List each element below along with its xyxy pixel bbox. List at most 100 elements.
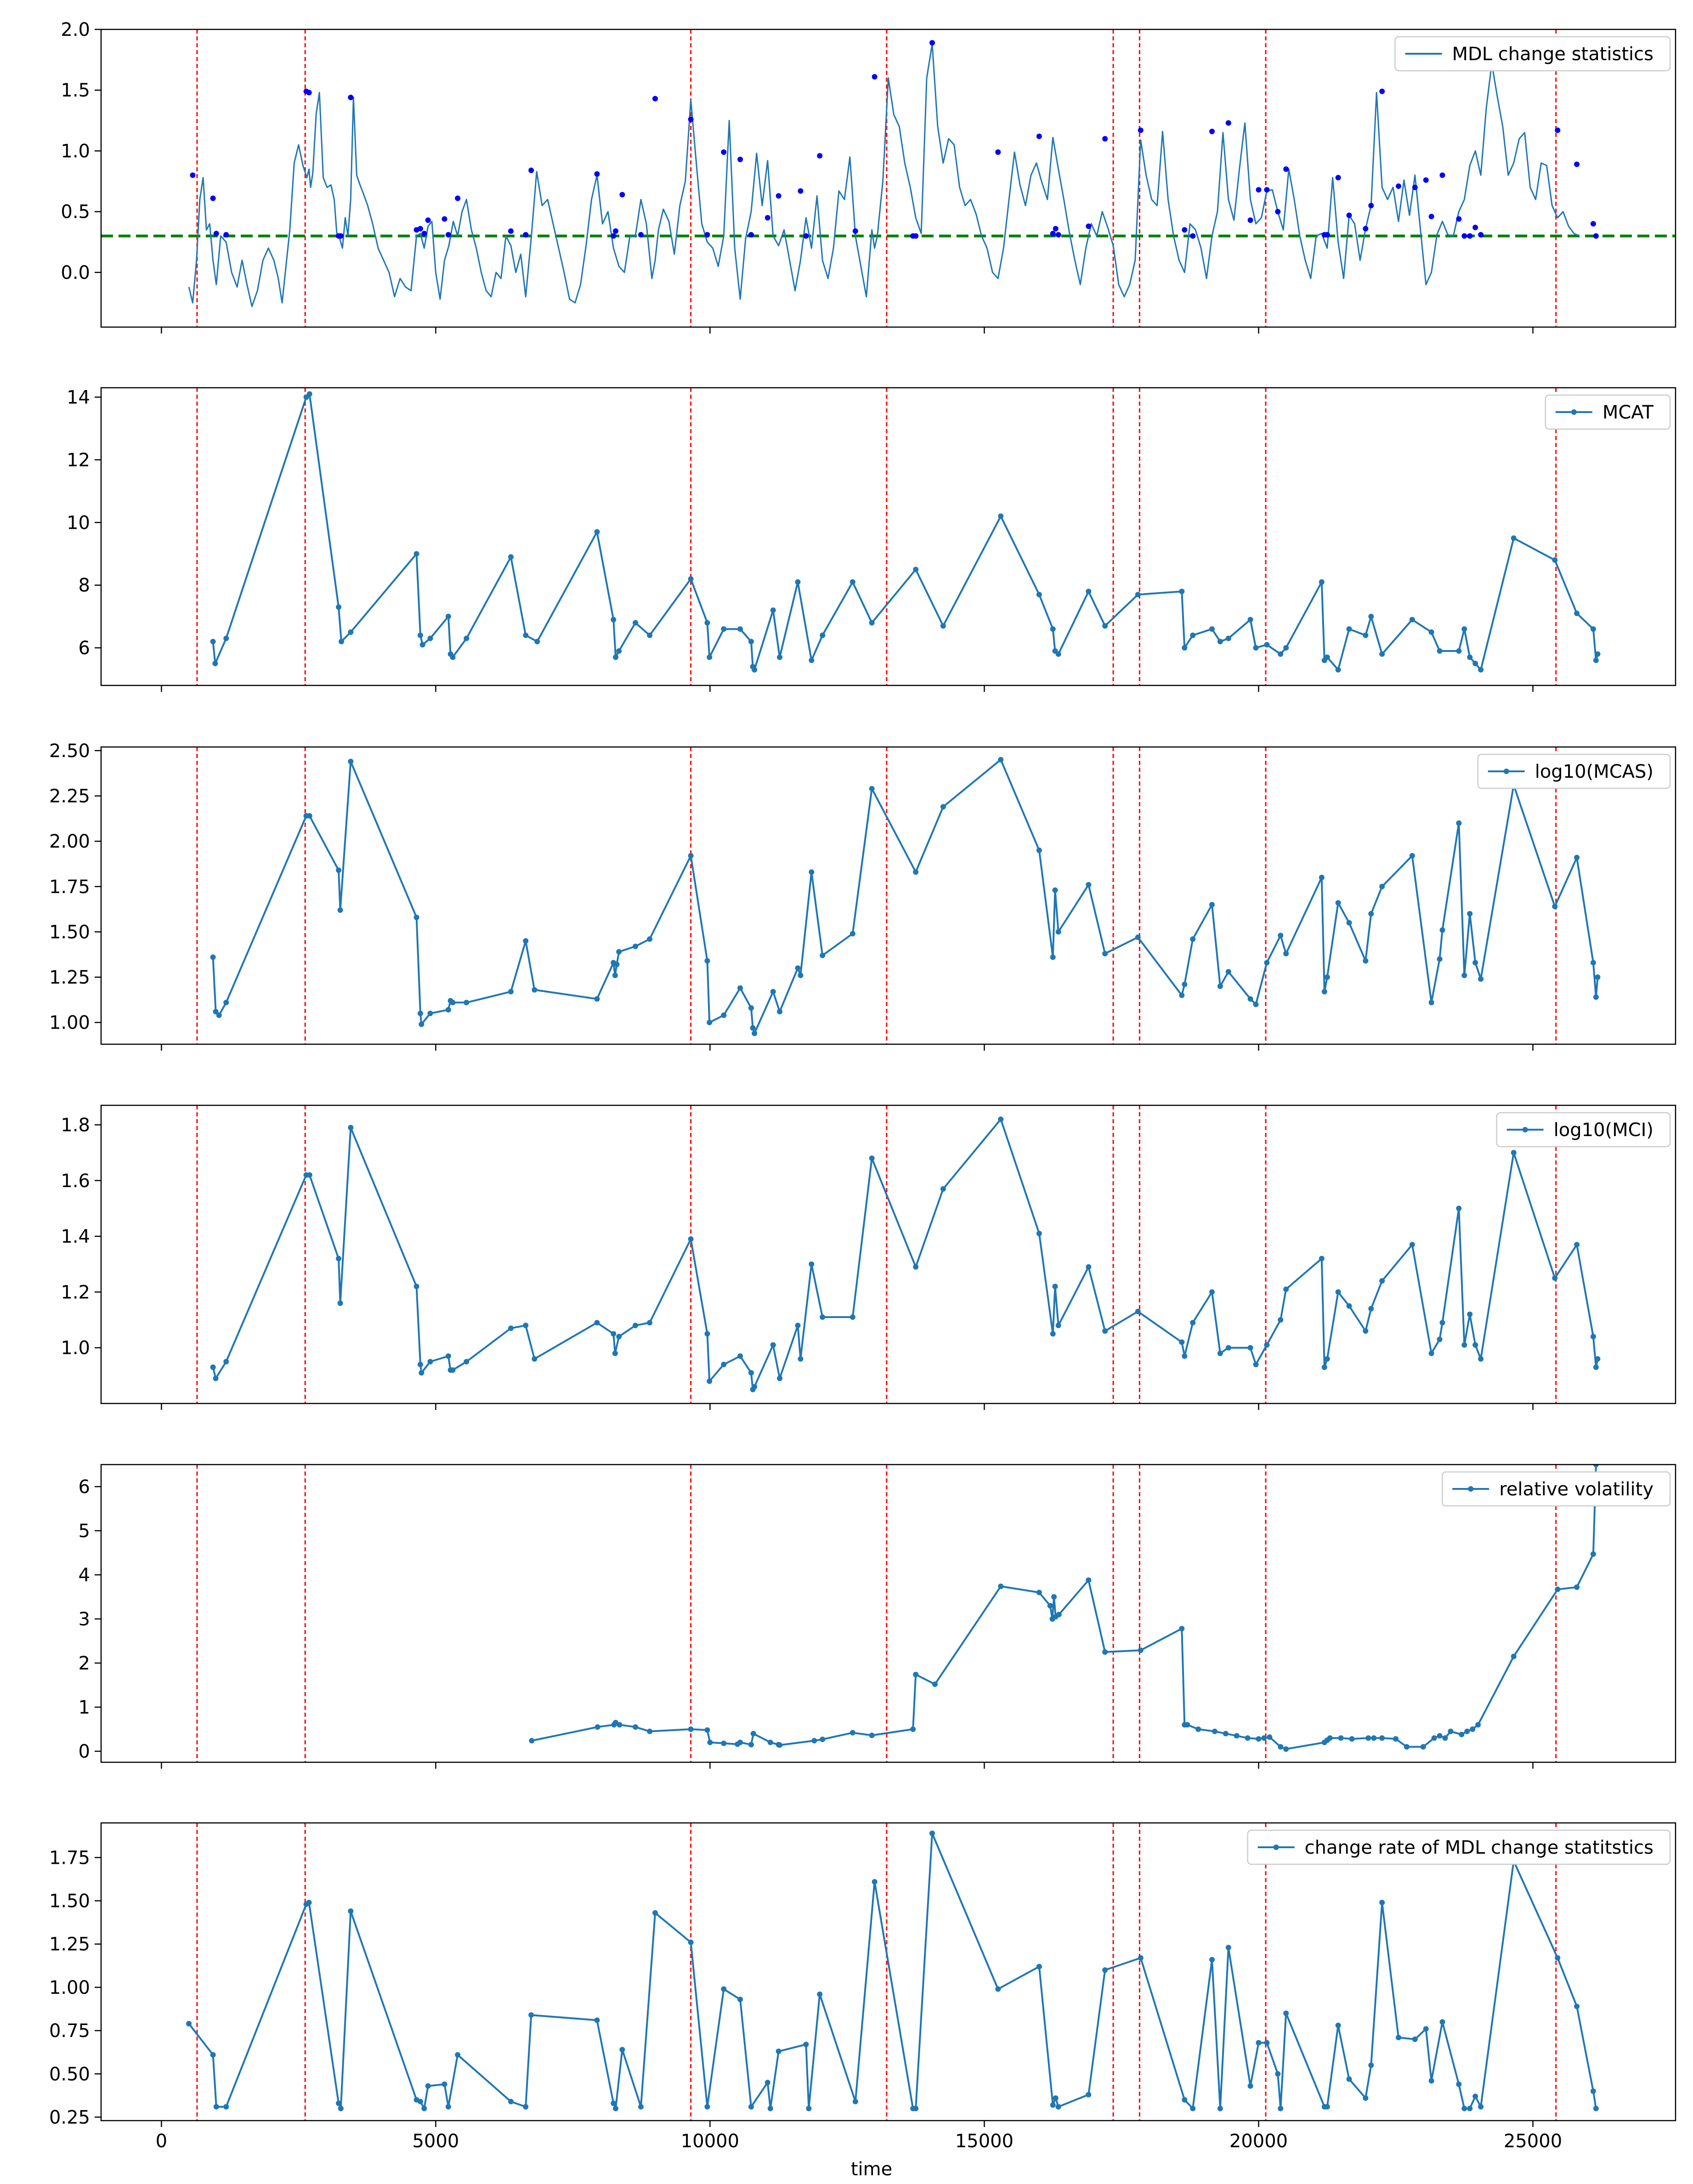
data-point — [614, 962, 620, 968]
legend-marker — [1503, 769, 1509, 774]
data-point — [455, 2052, 461, 2058]
peak-point — [1335, 175, 1341, 181]
data-point — [1590, 626, 1596, 632]
axes-frame — [100, 1822, 1676, 2122]
legend-label: log10(MCAS) — [1535, 761, 1653, 782]
data-point — [338, 2105, 344, 2111]
y-tick-label: 1.75 — [49, 877, 90, 898]
peak-point — [594, 171, 600, 177]
data-point — [852, 2099, 858, 2105]
data-point — [336, 867, 342, 873]
peak-point — [1423, 177, 1429, 183]
data-point — [1253, 645, 1259, 651]
data-point — [1595, 651, 1601, 657]
data-point — [811, 1737, 817, 1743]
data-point — [445, 613, 451, 619]
data-point — [707, 1019, 713, 1025]
data-point — [616, 1334, 622, 1340]
data-point — [1209, 1957, 1215, 1963]
peak-point — [776, 193, 781, 199]
data-point — [820, 1314, 826, 1320]
data-point — [1212, 1728, 1217, 1734]
data-point — [1053, 2095, 1059, 2101]
data-point — [1283, 1286, 1289, 1292]
legend-box — [1477, 753, 1671, 789]
data-point — [798, 1356, 804, 1362]
data-point — [528, 2012, 534, 2018]
data-point — [523, 2104, 529, 2110]
y-tick-label: 1.0 — [61, 1338, 90, 1359]
data-point — [1590, 1334, 1596, 1340]
peak-point — [417, 226, 423, 232]
series-line — [188, 1832, 1597, 2110]
data-point — [1051, 1594, 1057, 1600]
peak-point — [445, 232, 451, 238]
x-tick-label: 15000 — [955, 2131, 1014, 2152]
data-point — [1182, 2097, 1188, 2103]
data-point — [1595, 1356, 1601, 1362]
data-point — [306, 1900, 312, 1906]
data-point — [1261, 1735, 1267, 1741]
peak-point — [508, 228, 514, 234]
peak-point — [1395, 183, 1401, 189]
axes-frame — [100, 28, 1676, 328]
peak-point — [737, 157, 743, 163]
peak-point — [1102, 136, 1108, 142]
data-point — [619, 2047, 625, 2053]
data-point — [1439, 927, 1445, 933]
data-point — [1593, 657, 1599, 663]
data-point — [869, 620, 875, 626]
data-point — [1379, 651, 1385, 657]
data-point — [336, 2100, 342, 2106]
data-point — [1135, 592, 1141, 598]
legend-label: MDL change statistics — [1452, 44, 1653, 65]
data-point — [770, 607, 776, 613]
peak-point — [638, 232, 644, 238]
data-point — [1283, 951, 1289, 956]
legend: relative volatility — [1442, 1471, 1671, 1507]
data-point — [1555, 1586, 1561, 1592]
data-point — [1448, 1728, 1454, 1734]
y-tick-label: 1.50 — [49, 1891, 90, 1912]
data-point — [1135, 1308, 1141, 1314]
data-point — [336, 604, 342, 610]
y-tick-label: 0.0 — [61, 262, 90, 283]
data-point — [707, 1378, 713, 1384]
data-point — [872, 1879, 878, 1885]
peak-point — [1053, 226, 1059, 232]
data-point — [1393, 1736, 1399, 1742]
y-tick-label: 2.25 — [49, 786, 90, 807]
data-point — [1190, 632, 1196, 638]
data-point — [210, 639, 216, 645]
y-tick-label: 2 — [79, 1653, 90, 1674]
data-point — [1050, 626, 1056, 632]
data-point — [688, 576, 694, 582]
data-point — [1574, 1584, 1580, 1590]
data-point — [1247, 996, 1253, 1002]
data-point — [186, 2021, 192, 2027]
peak-point — [1275, 209, 1281, 215]
data-point — [869, 1155, 875, 1161]
data-point — [1234, 1733, 1240, 1739]
data-point — [1461, 2105, 1467, 2111]
data-point — [1431, 1735, 1437, 1741]
data-point — [1456, 1205, 1462, 1211]
data-point — [1036, 1231, 1042, 1237]
data-point — [647, 1320, 653, 1326]
peak-point — [704, 232, 710, 238]
y-tick-label: 0.25 — [49, 2107, 90, 2128]
data-point — [1335, 2022, 1341, 2028]
data-point — [1335, 1289, 1341, 1295]
peak-point — [803, 233, 809, 239]
data-point — [913, 566, 919, 572]
data-point — [1050, 954, 1056, 960]
data-point — [1055, 651, 1061, 657]
x-axis-label: time — [851, 2159, 892, 2180]
data-point — [849, 1730, 855, 1736]
data-point — [1363, 2095, 1369, 2101]
legend-marker — [1571, 409, 1577, 415]
peak-point — [1036, 133, 1042, 139]
data-point — [647, 936, 653, 942]
peak-point — [1086, 223, 1092, 229]
legend: log10(MCAS) — [1477, 753, 1671, 789]
